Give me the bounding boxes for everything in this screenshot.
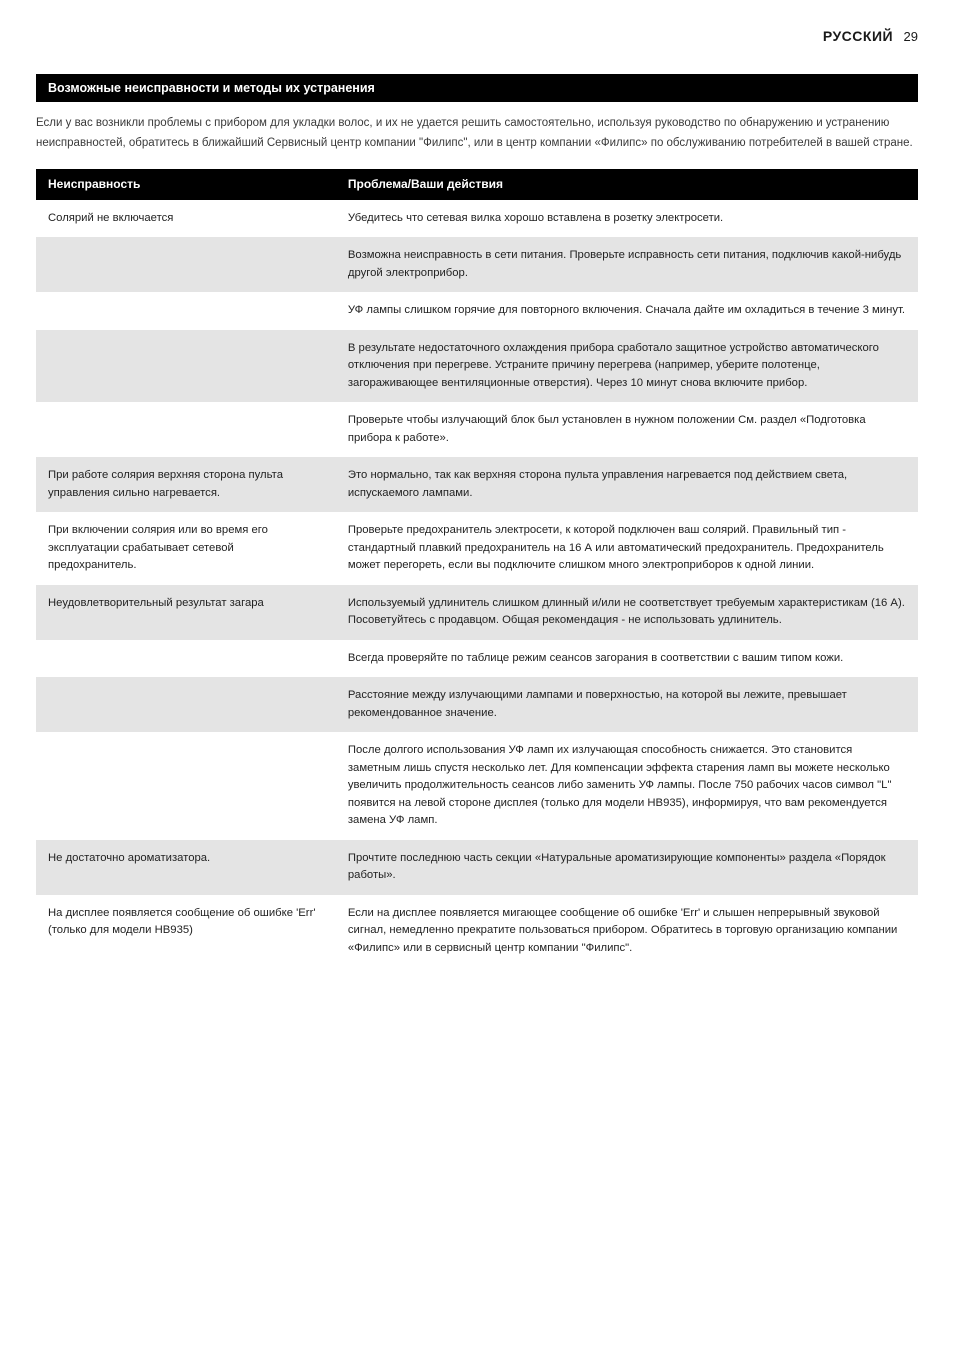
table-row: При включении солярия или во время его э… xyxy=(36,512,918,585)
issue-cell xyxy=(36,237,336,292)
action-cell: Это нормально, так как верхняя сторона п… xyxy=(336,457,918,512)
table-row: Всегда проверяйте по таблице режим сеанс… xyxy=(36,640,918,678)
action-cell: Возможна неисправность в сети питания. П… xyxy=(336,237,918,292)
action-cell: Проверьте чтобы излучающий блок был уста… xyxy=(336,402,918,457)
action-cell: Используемый удлинитель слишком длинный … xyxy=(336,585,918,640)
issue-cell xyxy=(36,640,336,678)
table-row: УФ лампы слишком горячие для повторного … xyxy=(36,292,918,330)
page-container: РУССКИЙ 29 Возможные неисправности и мет… xyxy=(0,0,954,1007)
issue-cell: Неудовлетворительный результат загара xyxy=(36,585,336,640)
issue-cell xyxy=(36,732,336,840)
action-cell: Проверьте предохранитель электросети, к … xyxy=(336,512,918,585)
issue-cell xyxy=(36,677,336,732)
action-cell: После долгого использования УФ ламп их и… xyxy=(336,732,918,840)
issue-cell xyxy=(36,330,336,403)
table-row: Солярий не включаетсяУбедитесь что сетев… xyxy=(36,200,918,238)
table-row: В результате недостаточного охлаждения п… xyxy=(36,330,918,403)
troubleshoot-table: Неисправность Проблема/Ваши действия Сол… xyxy=(36,169,918,967)
table-row: Неудовлетворительный результат загараИсп… xyxy=(36,585,918,640)
language-label: РУССКИЙ xyxy=(823,28,893,44)
action-cell: УФ лампы слишком горячие для повторного … xyxy=(336,292,918,330)
section-title-bar: Возможные неисправности и методы их устр… xyxy=(36,74,918,102)
table-row: Возможна неисправность в сети питания. П… xyxy=(36,237,918,292)
table-body: Солярий не включаетсяУбедитесь что сетев… xyxy=(36,200,918,968)
action-cell: Прочтите последнюю часть секции «Натурал… xyxy=(336,840,918,895)
issue-cell xyxy=(36,292,336,330)
table-row: Проверьте чтобы излучающий блок был уста… xyxy=(36,402,918,457)
page-header: РУССКИЙ 29 xyxy=(36,28,918,46)
action-cell: В результате недостаточного охлаждения п… xyxy=(336,330,918,403)
action-cell: Убедитесь что сетевая вилка хорошо встав… xyxy=(336,200,918,238)
table-row: Расстояние между излучающими лампами и п… xyxy=(36,677,918,732)
table-header-issue: Неисправность xyxy=(36,169,336,200)
action-cell: Расстояние между излучающими лампами и п… xyxy=(336,677,918,732)
page-number: 29 xyxy=(904,29,918,44)
table-row: На дисплее появляется сообщение об ошибк… xyxy=(36,895,918,968)
issue-cell: При включении солярия или во время его э… xyxy=(36,512,336,585)
action-cell: Всегда проверяйте по таблице режим сеанс… xyxy=(336,640,918,678)
table-header-action: Проблема/Ваши действия xyxy=(336,169,918,200)
table-row: Не достаточно ароматизатора.Прочтите пос… xyxy=(36,840,918,895)
action-cell: Если на дисплее появляется мигающее сооб… xyxy=(336,895,918,968)
table-row: При работе солярия верхняя сторона пульт… xyxy=(36,457,918,512)
issue-cell: При работе солярия верхняя сторона пульт… xyxy=(36,457,336,512)
issue-cell: Солярий не включается xyxy=(36,200,336,238)
intro-paragraph: Если у вас возникли проблемы с прибором … xyxy=(36,114,918,153)
issue-cell xyxy=(36,402,336,457)
issue-cell: Не достаточно ароматизатора. xyxy=(36,840,336,895)
table-row: После долгого использования УФ ламп их и… xyxy=(36,732,918,840)
issue-cell: На дисплее появляется сообщение об ошибк… xyxy=(36,895,336,968)
